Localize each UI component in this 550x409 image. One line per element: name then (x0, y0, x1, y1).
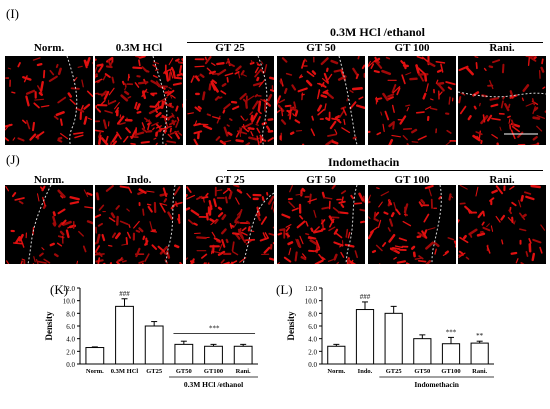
bar (384, 312, 403, 365)
panel-label: (K) (50, 282, 68, 297)
bar (470, 342, 489, 365)
bar-chart-l: (L) 0.0 2.0 4.0 6.0 8.0 10.0 12.0 Density Norm. In… (276, 282, 494, 389)
micrograph-i-1 (5, 56, 93, 145)
micrograph-i-4 (277, 56, 365, 145)
x-tick-label: GT25 (146, 368, 163, 375)
group-bracket-hcl (187, 42, 543, 43)
x-tick-label: GT25 (386, 368, 403, 375)
column-header-i-2: 0.3M HCl (115, 42, 163, 54)
significance-label: ** (476, 332, 484, 340)
x-tick-label: 0.3M HCl (111, 368, 139, 375)
y-tick-label: 2.0 (308, 348, 317, 356)
column-header-i-1: Norm. (33, 42, 65, 54)
bar (441, 343, 461, 365)
y-tick-label: 4.0 (66, 336, 75, 344)
bar (174, 343, 194, 365)
micrograph-i-2 (95, 56, 183, 145)
micrograph-i-3 (186, 56, 274, 145)
column-header-j-3: GT 25 (215, 174, 245, 186)
x-tick-label: Rani. (236, 368, 251, 375)
y-axis-label: Density (44, 311, 54, 340)
significance-label: ### (360, 293, 371, 301)
column-header-i-3: GT 25 (215, 42, 245, 54)
y-tick-label: 10.0 (63, 298, 76, 306)
column-header-j-4: GT 50 (306, 174, 336, 186)
column-header-i-4: GT 50 (306, 42, 336, 54)
group-label: Indomethacin (414, 380, 459, 389)
x-tick-label: Norm. (86, 368, 104, 375)
bar (233, 345, 253, 365)
group-bracket-indo (227, 170, 543, 171)
y-axis-label: Density (286, 311, 296, 340)
bar (85, 347, 105, 365)
panel-label-i: (I) (6, 6, 19, 21)
column-header-j-2: Indo. (126, 174, 152, 186)
y-tick-label: 0.0 (308, 361, 317, 369)
micrograph-j-5 (368, 185, 456, 264)
bar (327, 345, 346, 365)
micrograph-j-3 (186, 185, 274, 264)
bar (115, 305, 134, 365)
y-tick-label: 12.0 (305, 285, 318, 293)
y-tick-label: 0.0 (66, 361, 75, 369)
significance-label: ### (119, 290, 130, 298)
x-tick-label: Indo. (358, 368, 373, 375)
micrograph-i-6 (458, 56, 546, 145)
x-tick-label: GT50 (414, 368, 430, 375)
bar (413, 338, 432, 365)
significance-label: *** (446, 328, 457, 336)
micrograph-j-2 (95, 185, 183, 264)
x-tick-label: Rani. (472, 368, 487, 375)
column-header-j-6: Rani. (489, 174, 515, 186)
x-tick-label: Norm. (327, 368, 345, 375)
group-label-hcl-ethanol: 0.3M HCl /ethanol (330, 25, 425, 39)
micrograph-j-4 (277, 185, 365, 264)
panel-label: (L) (276, 282, 293, 297)
chart-k: (K) 0.0 2.0 4.0 6.0 8.0 10.0 12.0 Density Norm. 0.… (30, 272, 275, 409)
micrograph-j-1 (5, 185, 93, 264)
bar (355, 309, 375, 365)
y-tick-label: 6.0 (66, 323, 75, 331)
micrograph-i-5 (368, 56, 456, 145)
x-tick-label: GT50 (176, 368, 192, 375)
bracket-label: *** (209, 325, 220, 333)
y-tick-label: 10.0 (305, 298, 318, 306)
x-tick-label: GT100 (441, 368, 460, 375)
y-tick-label: 8.0 (308, 310, 317, 318)
y-tick-label: 12.0 (63, 285, 76, 293)
group-label: 0.3M HCl /ethanol (184, 380, 243, 389)
y-tick-label: 8.0 (66, 310, 75, 318)
column-header-i-5: GT 100 (394, 42, 430, 54)
group-label-indomethacin: Indomethacin (328, 155, 400, 169)
bar (144, 325, 164, 365)
column-header-j-1: Norm. (33, 174, 65, 186)
column-header-i-6: Rani. (489, 42, 515, 54)
panel-label-j: (J) (6, 152, 20, 167)
bar (204, 345, 223, 365)
bar-chart-k: (K) 0.0 2.0 4.0 6.0 8.0 10.0 12.0 Density Norm. 0.… (44, 282, 258, 389)
y-tick-label: 4.0 (308, 336, 317, 344)
y-tick-label: 6.0 (308, 323, 317, 331)
chart-l: (L) 0.0 2.0 4.0 6.0 8.0 10.0 12.0 Density Norm. In… (272, 272, 510, 409)
micrograph-j-6 (458, 185, 546, 264)
column-header-j-5: GT 100 (394, 174, 430, 186)
y-tick-label: 2.0 (66, 348, 75, 356)
x-tick-label: GT100 (204, 368, 223, 375)
